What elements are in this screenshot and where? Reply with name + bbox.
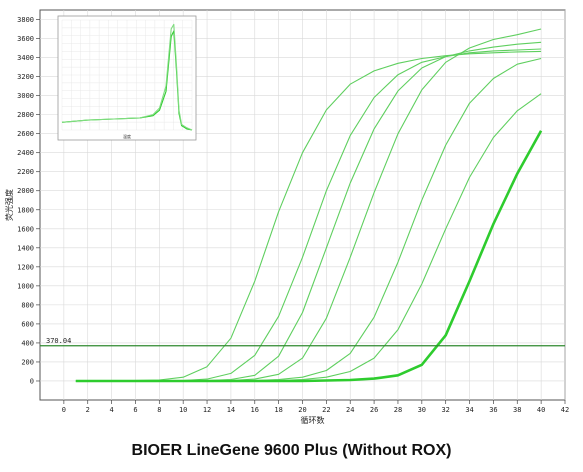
- y-tick-label: 3000: [17, 92, 34, 100]
- x-tick-label: 38: [513, 406, 521, 414]
- y-tick-label: 2400: [17, 149, 34, 157]
- y-tick-label: 1600: [17, 225, 34, 233]
- x-tick-label: 0: [62, 406, 66, 414]
- y-tick-label: 3400: [17, 54, 34, 62]
- inset-x-axis-label: 温度: [123, 133, 131, 139]
- y-tick-label: 2000: [17, 187, 34, 195]
- x-tick-label: 12: [203, 406, 211, 414]
- y-tick-label: 1400: [17, 244, 34, 252]
- x-tick-label: 18: [274, 406, 282, 414]
- x-tick-label: 16: [251, 406, 259, 414]
- x-tick-label: 14: [227, 406, 235, 414]
- x-tick-label: 28: [394, 406, 402, 414]
- x-tick-label: 20: [298, 406, 306, 414]
- amplification-chart: 0200400600800100012001400160018002000220…: [4, 9, 569, 425]
- x-tick-label: 8: [157, 406, 161, 414]
- y-tick-label: 3800: [17, 16, 34, 24]
- x-tick-label: 34: [465, 406, 473, 414]
- y-axis-ticks: 0 200 400 600 800 1000 1200 1400 1600 1800 2000 220…: [17, 16, 40, 385]
- x-tick-label: 22: [322, 406, 330, 414]
- threshold-label: 370.04: [46, 337, 71, 345]
- x-axis-label: 循环数: [301, 415, 325, 425]
- melt-curve-inset: 温度: [57, 15, 197, 141]
- inset-melt-curve-2: [61, 23, 193, 131]
- y-tick-label: 2800: [17, 111, 34, 119]
- x-tick-label: 6: [133, 406, 137, 414]
- amplification-curves: [75, 28, 543, 383]
- inset-melt-curves: [61, 23, 193, 131]
- y-tick-label: 400: [21, 339, 34, 347]
- x-tick-label: 2: [86, 406, 90, 414]
- chart-caption: BIOER LineGene 9600 Plus (Without ROX): [131, 442, 452, 459]
- x-tick-label: 30: [418, 406, 426, 414]
- y-tick-label: 1200: [17, 263, 34, 271]
- x-tick-label: 40: [537, 406, 545, 414]
- amplification-curve-1: [75, 50, 542, 382]
- x-tick-label: 24: [346, 406, 354, 414]
- x-tick-label: 4: [109, 406, 113, 414]
- y-tick-label: 800: [21, 301, 34, 309]
- y-tick-label: 200: [21, 358, 34, 366]
- x-tick-label: 32: [441, 406, 449, 414]
- x-tick-label: 26: [370, 406, 378, 414]
- y-tick-label: 3600: [17, 35, 34, 43]
- y-tick-label: 3200: [17, 73, 34, 81]
- y-axis-label: 荧光强度: [4, 189, 14, 221]
- y-tick-label: 1000: [17, 282, 34, 290]
- y-tick-label: 2200: [17, 168, 34, 176]
- y-tick-label: 600: [21, 320, 34, 328]
- y-tick-label: 1800: [17, 206, 34, 214]
- x-tick-label: 10: [179, 406, 187, 414]
- x-tick-label: 36: [489, 406, 497, 414]
- x-axis-ticks: 0 2 4 6 8 10 12 14 16 18 20 22 24 26 28 30 32 34 36 38 40 42: [62, 400, 569, 414]
- y-tick-label: 2600: [17, 130, 34, 138]
- amplification-curve-7: [75, 130, 543, 383]
- y-tick-label: 0: [30, 377, 34, 385]
- x-tick-label: 42: [561, 406, 569, 414]
